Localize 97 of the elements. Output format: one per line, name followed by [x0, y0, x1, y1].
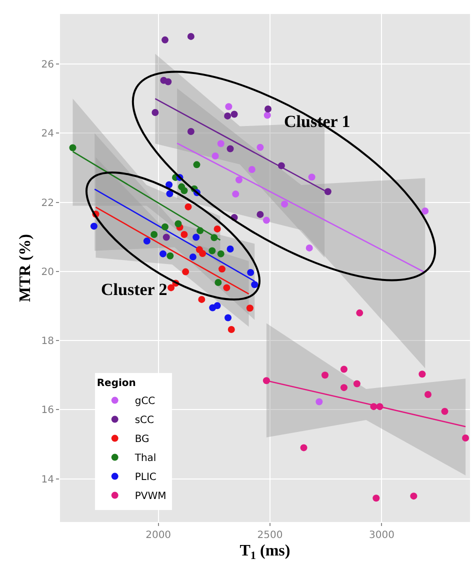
point	[180, 230, 188, 238]
point	[441, 408, 448, 415]
annotation: Cluster 2	[101, 280, 168, 299]
point	[189, 253, 196, 260]
point	[210, 234, 218, 242]
point	[230, 110, 238, 118]
point	[376, 403, 384, 410]
y-tick-label: 20	[41, 266, 54, 278]
legend-label: PVWM	[134, 491, 166, 502]
point	[164, 78, 172, 86]
point	[256, 144, 264, 151]
point	[424, 390, 432, 398]
y-tick-label: 24	[41, 128, 54, 140]
y-tick-label: 26	[41, 60, 54, 71]
point	[226, 145, 234, 152]
y-axis-title: MTR (%)	[17, 234, 34, 302]
point	[370, 403, 378, 410]
point	[184, 203, 192, 210]
point	[278, 162, 285, 170]
point	[199, 250, 206, 257]
point	[418, 370, 426, 378]
point	[247, 268, 254, 276]
point	[223, 284, 230, 292]
point	[187, 128, 194, 135]
point	[232, 190, 240, 198]
point	[248, 166, 256, 174]
y-tick-label: 16	[41, 405, 54, 416]
point	[196, 227, 204, 234]
point	[316, 398, 323, 406]
x-tick-label: 3000	[369, 530, 394, 541]
point	[218, 266, 226, 273]
point	[262, 377, 270, 384]
point	[225, 103, 232, 110]
point	[462, 434, 470, 442]
point	[324, 188, 332, 196]
point	[224, 112, 232, 120]
legend-label: BG	[134, 434, 150, 446]
point	[162, 223, 169, 230]
x-axis-title: T$_{1}$ (ms)	[240, 542, 290, 562]
point	[321, 372, 328, 379]
point	[256, 210, 264, 218]
point	[308, 174, 316, 181]
point	[356, 309, 364, 316]
point	[228, 326, 235, 334]
point	[235, 176, 242, 184]
legend-label: gCC	[134, 396, 156, 408]
point	[214, 225, 221, 232]
point	[160, 250, 166, 258]
point	[208, 247, 216, 254]
point	[340, 384, 348, 392]
point	[180, 187, 188, 194]
point	[187, 32, 194, 40]
point	[214, 302, 221, 310]
x-tick-label: 2500	[257, 530, 283, 541]
point	[422, 207, 429, 214]
legend-label: PLIC	[134, 472, 156, 484]
point	[162, 36, 169, 44]
point	[410, 492, 418, 500]
y-tick-label: 18	[41, 336, 54, 348]
point	[217, 250, 224, 258]
y-tick-label: 22	[41, 198, 54, 209]
y-tick-label: 14	[41, 474, 54, 486]
point	[150, 230, 158, 238]
point	[166, 181, 173, 188]
point	[214, 279, 222, 286]
x-tick-label: 2000	[146, 530, 172, 541]
point	[90, 222, 98, 230]
point	[166, 252, 174, 260]
point	[264, 112, 271, 119]
point	[226, 245, 234, 252]
point	[168, 284, 175, 292]
point	[264, 106, 272, 113]
point	[251, 281, 258, 288]
point	[198, 296, 206, 303]
legend-label: Thal	[134, 453, 156, 464]
point	[166, 190, 174, 198]
point	[143, 238, 150, 245]
point	[192, 234, 200, 241]
point	[306, 244, 313, 252]
point	[162, 234, 170, 241]
point	[340, 366, 348, 373]
point	[300, 444, 308, 452]
point	[182, 268, 190, 276]
point	[262, 216, 270, 224]
legend-label: sCC	[134, 415, 154, 426]
point	[353, 380, 360, 388]
point	[224, 314, 232, 322]
point	[212, 152, 219, 160]
point	[69, 144, 76, 152]
point	[174, 220, 182, 228]
point	[152, 108, 159, 116]
legend-title: Region	[96, 378, 136, 389]
point	[246, 304, 254, 312]
point	[217, 140, 224, 148]
point	[193, 161, 200, 168]
point	[372, 494, 380, 502]
point	[281, 200, 288, 208]
